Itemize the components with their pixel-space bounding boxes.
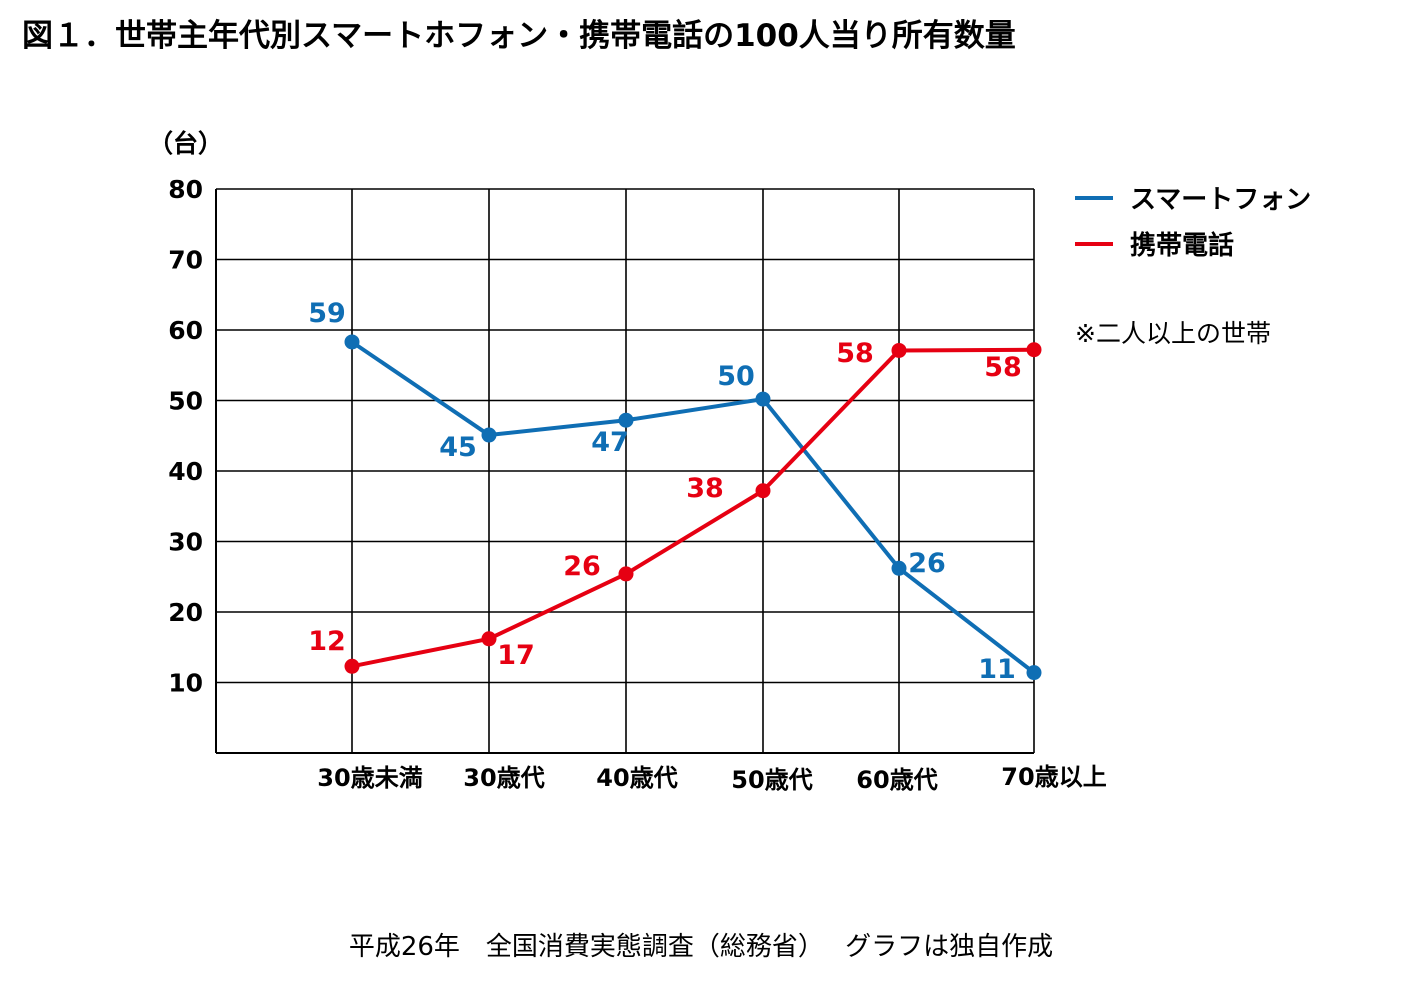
data-label: 58 [984, 352, 1022, 383]
data-point [1026, 665, 1042, 681]
source-note: 平成26年 全国消費実態調査（総務省） グラフは独自作成 [348, 932, 1054, 962]
x-tick-label: 60歳代 [856, 766, 937, 794]
x-tick-label: 30歳未満 [317, 764, 422, 792]
data-label: 45 [439, 432, 477, 463]
series-line-1 [350, 340, 1036, 675]
data-point [755, 483, 771, 499]
label-layer: 59 45 47 50 26 11 12 17 26 38 58 58 [308, 298, 1022, 685]
y-tick-label: 30 [168, 528, 203, 557]
legend-label: スマートフォン [1130, 185, 1311, 215]
data-point [618, 566, 634, 582]
data-label: 59 [308, 298, 346, 329]
chart-title: 図１．世帯主年代別スマートホフォン・携帯電話の100人当り所有数量 [22, 18, 1016, 54]
axis-layer: 10 20 30 40 50 60 70 80 （台） 30歳未満 30歳代 40歳代 50歳代 60歳代… [148, 129, 1107, 794]
x-tick-label: 50歳代 [731, 766, 812, 794]
data-label: 47 [591, 427, 629, 458]
data-point [481, 631, 497, 647]
data-label: 58 [836, 338, 874, 369]
y-tick-label: 10 [168, 669, 203, 698]
series-layer [344, 334, 1042, 681]
y-tick-label: 70 [168, 246, 203, 275]
data-label: 26 [908, 548, 946, 579]
data-label: 26 [563, 551, 601, 582]
grid-layer [216, 188, 1035, 753]
y-tick-label: 60 [168, 316, 203, 345]
legend-note: ※二人以上の世帯 [1075, 319, 1271, 348]
data-label: 50 [717, 361, 755, 392]
data-point [1026, 342, 1042, 358]
data-point [755, 391, 771, 407]
legend-label: 携帯電話 [1130, 230, 1234, 261]
data-label: 11 [978, 654, 1016, 685]
y-tick-label: 20 [168, 598, 203, 627]
series-line-2 [351, 347, 1035, 669]
data-label: 12 [308, 626, 346, 657]
data-point [481, 427, 497, 443]
data-point [891, 560, 907, 576]
y-axis-label: （台） [148, 129, 223, 158]
y-tick-label: 40 [168, 457, 203, 486]
y-tick-label: 50 [168, 387, 203, 416]
x-tick-label: 40歳代 [596, 764, 677, 792]
data-label: 38 [686, 473, 724, 504]
x-tick-label: 70歳以上 [1001, 763, 1106, 791]
x-tick-label: 30歳代 [463, 764, 544, 792]
data-point [344, 658, 360, 674]
data-point [344, 334, 360, 350]
data-point [618, 412, 634, 428]
data-point [891, 342, 907, 358]
data-label: 17 [497, 640, 535, 671]
y-tick-label: 80 [168, 175, 203, 204]
